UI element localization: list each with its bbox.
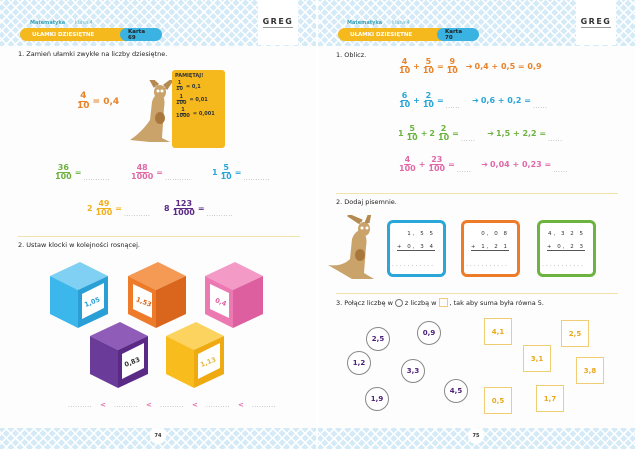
kangaroo-illustration — [130, 80, 174, 142]
divider — [336, 193, 618, 194]
grade-label: klasa 4 — [392, 20, 410, 26]
answer-blank[interactable]: ........... — [243, 174, 270, 182]
divider — [336, 293, 618, 294]
task1-title: 1. Oblicz. — [336, 51, 367, 59]
card-pill: Karta 70 — [437, 28, 479, 41]
answer-blank[interactable]: ...... — [532, 102, 548, 110]
task2-title: 2. Dodaj pisemnie. — [336, 198, 397, 206]
calc-row: 4 10 +5 10 = 9 10 ➔ 0,4 + 0,5 = 0,9 — [399, 57, 542, 76]
fraction-exercise: 48 1000 =........... — [131, 163, 192, 182]
calc-row: 1 5 10 +2 2 10 =...... ➔ 1,5 + 2,2 =...... — [398, 124, 563, 143]
answer-blank[interactable]: ............ — [538, 261, 585, 268]
logo: GREG — [576, 0, 616, 45]
card-pill: Karta 69 — [120, 28, 162, 41]
task2-title: 2. Ustaw klocki w kolejności rosnącej. — [18, 241, 140, 249]
answer-blank[interactable]: ............ — [462, 261, 509, 268]
left-page: GREG Matematyka klasa 4 UŁAMKI DZIESIĘTN… — [0, 0, 316, 449]
square-icon — [438, 298, 448, 307]
number-circle[interactable]: 0,9 — [417, 321, 441, 345]
calc-row: 4 100 +23 100 =...... ➔ 0,04 + 0,23 =...... — [399, 155, 568, 174]
number-square[interactable]: 1,7 — [536, 385, 564, 412]
subject-label: Matematyka — [347, 20, 383, 26]
page-number: 75 — [468, 428, 484, 444]
number-circle[interactable]: 1,9 — [365, 387, 389, 411]
number-circle[interactable]: 1,2 — [347, 351, 371, 375]
circle-icon — [394, 298, 403, 307]
cube-block[interactable]: 0,4 — [205, 262, 263, 328]
calc-row: 6 10 +2 10 =...... ➔ 0,6 + 0,2 =...... — [399, 91, 548, 110]
number-circle[interactable]: 3,3 — [401, 359, 425, 383]
number-circle[interactable]: 2,5 — [366, 327, 390, 351]
number-square[interactable]: 4,1 — [484, 318, 512, 345]
answer-blank[interactable]: .......... — [205, 402, 230, 409]
right-page: GREG Matematyka klasa 4 UŁAMKI DZIESIĘTN… — [318, 0, 635, 449]
subject-label: Matematyka — [30, 20, 66, 26]
cube-block[interactable]: 0,83 — [90, 322, 148, 388]
cube-block[interactable]: 1,05 — [50, 262, 108, 328]
fraction-exercise: 2 49 100 =........... — [87, 199, 151, 218]
fraction-exercise: 1 5 10 =........... — [212, 163, 270, 182]
answer-blank[interactable]: ...... — [548, 135, 563, 143]
answer-blank[interactable]: ........... — [164, 174, 192, 182]
answer-blank[interactable]: .......... — [113, 402, 139, 409]
addition-card: 0, 0 8 + 1, 2 1............ — [461, 220, 520, 277]
cube-block[interactable]: 1,53 — [128, 262, 186, 328]
answer-blank[interactable]: ........... — [206, 210, 234, 218]
task1-title: 1. Zamień ułamki zwykłe na liczby dziesi… — [18, 50, 168, 58]
answer-blank[interactable]: ........... — [83, 174, 110, 182]
topic-pill: UŁAMKI DZIESIĘTNE — [338, 28, 448, 41]
number-square[interactable]: 3,1 — [523, 345, 551, 372]
addition-card: 1, 5 5 + 0, 3 4............ — [387, 220, 446, 277]
number-square[interactable]: 3,8 — [576, 357, 604, 384]
answer-blank[interactable]: .......... — [159, 402, 184, 409]
topic-pill: UŁAMKI DZIESIĘTNE — [20, 28, 130, 41]
order-answer-row: .......... < .......... < .......... < ....… — [68, 401, 276, 409]
number-square[interactable]: 2,5 — [561, 320, 589, 347]
grade-label: klasa 4 — [75, 20, 93, 26]
answer-blank[interactable]: ...... — [456, 166, 472, 174]
example: 4 10 = 0,4 — [77, 91, 120, 112]
answer-blank[interactable]: ...... — [445, 102, 461, 110]
addition-card: 4, 3 2 5 + 0, 2 3............ — [537, 220, 596, 277]
answer-blank[interactable]: .......... — [68, 402, 93, 409]
logo: GREG — [258, 0, 298, 45]
page-number: 74 — [150, 428, 166, 444]
divider — [18, 236, 300, 237]
answer-blank[interactable]: ........... — [123, 210, 151, 218]
cube-block[interactable]: 1,13 — [166, 322, 224, 388]
answer-blank[interactable]: ...... — [553, 166, 568, 174]
answer-blank[interactable]: .......... — [251, 402, 276, 409]
svg-text:0,4: 0,4 — [214, 296, 228, 308]
kangaroo-illustration — [328, 215, 374, 279]
number-circle[interactable]: 4,5 — [444, 379, 468, 403]
remember-box: PAMIĘTAJ! 1 10 = 0,1 1 100 = 0,01 1 1000 = 0,0… — [172, 70, 225, 148]
answer-blank[interactable]: ...... — [460, 135, 476, 143]
number-square[interactable]: 0,5 — [484, 387, 512, 414]
fraction-exercise: 8 123 1000 =........... — [164, 199, 234, 218]
fraction-exercise: 36 100 =........... — [55, 163, 110, 182]
answer-blank[interactable]: ............ — [388, 261, 435, 268]
